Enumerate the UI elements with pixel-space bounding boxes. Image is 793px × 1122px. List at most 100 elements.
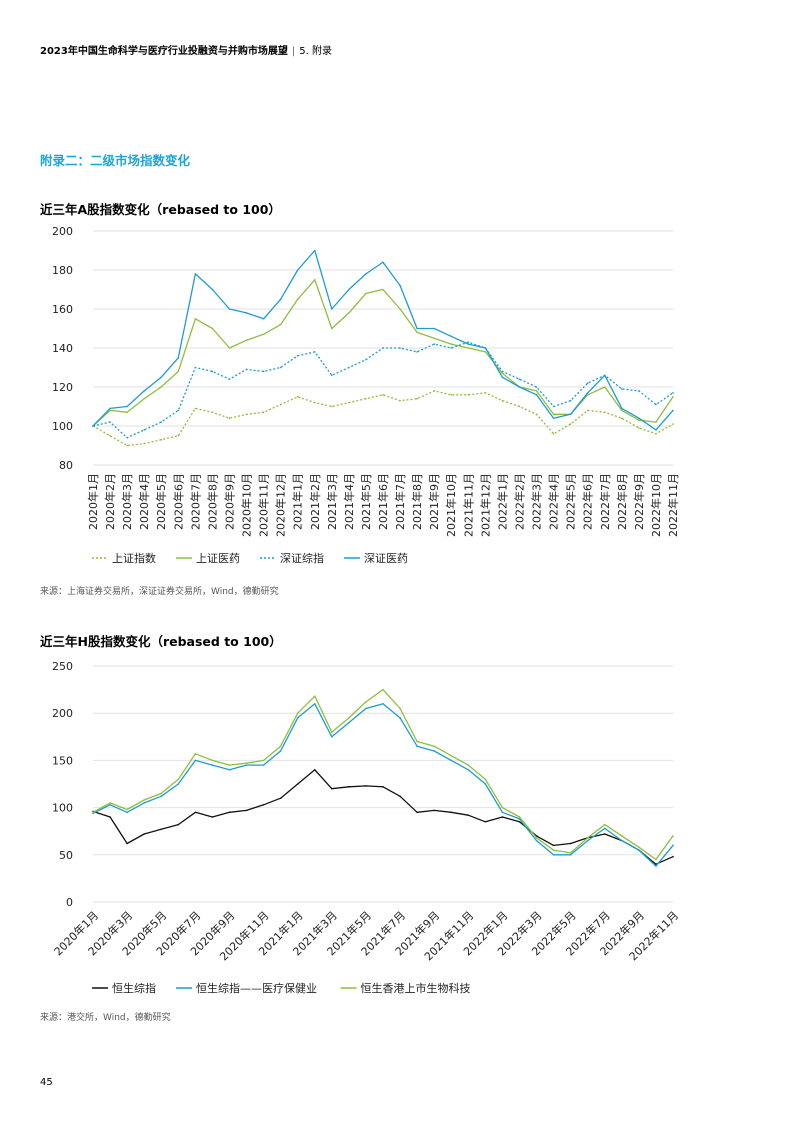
data-point-深证综指 xyxy=(655,403,657,406)
data-point-上证医药 xyxy=(501,372,504,375)
data-point-恒生香港上市生物科技 xyxy=(501,806,504,809)
data-point-恒生综指-医疗保健业 xyxy=(228,769,231,771)
data-point-恒生香港上市生物科技 xyxy=(126,808,128,811)
h-share-source-note: 来源：港交所，Wind，德勤研究 xyxy=(40,1013,171,1023)
data-point-深证综指 xyxy=(621,388,623,390)
data-point-恒生综指-医疗保健业 xyxy=(586,839,589,842)
data-point-上证医药 xyxy=(211,327,214,330)
data-point-深证综指 xyxy=(416,351,418,353)
data-point-恒生香港上市生物科技 xyxy=(433,745,435,748)
data-point-上证指数 xyxy=(313,401,316,404)
data-point-上证指数 xyxy=(586,409,589,412)
data-point-恒生综指 xyxy=(672,855,674,858)
data-point-深证医药 xyxy=(603,374,606,377)
data-point-恒生综指 xyxy=(603,833,606,835)
data-point-上证医药 xyxy=(331,327,333,330)
data-point-深证综指 xyxy=(262,370,265,373)
data-point-恒生香港上市生物科技 xyxy=(331,731,333,733)
data-point-恒生香港上市生物科技 xyxy=(143,799,145,801)
x-tick-label: 2022年10月 xyxy=(649,473,663,537)
data-point-深证综指 xyxy=(450,347,453,349)
data-point-上证医药 xyxy=(450,343,453,345)
data-point-上证医药 xyxy=(467,347,470,349)
data-point-恒生综指 xyxy=(399,795,401,798)
data-point-深证综指 xyxy=(109,421,111,423)
data-point-恒生综指 xyxy=(484,820,487,823)
h-share-index-chart: 0501001502002502020年1月2020年3月2020年5月2020… xyxy=(51,660,681,995)
data-point-上证医药 xyxy=(484,351,487,353)
data-point-恒生综指 xyxy=(467,814,470,816)
data-point-上证医药 xyxy=(109,409,111,412)
data-point-恒生综指-医疗保健业 xyxy=(160,795,163,798)
data-point-上证医药 xyxy=(433,337,435,340)
data-point-深证医药 xyxy=(365,273,367,275)
data-point-深证医药 xyxy=(262,317,265,320)
x-tick-label: 2022年6月 xyxy=(581,473,595,530)
data-point-深证综指 xyxy=(399,347,401,349)
x-tick-label: 2022年4月 xyxy=(547,473,561,530)
data-point-恒生综指-医疗保健业 xyxy=(638,849,640,851)
data-point-恒生香港上市生物科技 xyxy=(194,752,197,755)
data-point-深证医药 xyxy=(552,417,555,419)
report-title: 2023年中国生命科学与医疗行业投融资与并购市场展望 xyxy=(40,46,288,57)
data-point-上证指数 xyxy=(331,405,333,408)
a-share-chart-title: 近三年A股指数变化（rebased to 100） xyxy=(40,202,281,217)
data-point-恒生香港上市生物科技 xyxy=(245,762,248,765)
data-point-恒生综指 xyxy=(331,787,333,790)
a-share-source-note: 来源：上海证券交易所，深证证券交易所，Wind，德勤研究 xyxy=(40,587,279,597)
legend-label-深证医药: 深证医药 xyxy=(364,552,408,565)
data-point-深证医药 xyxy=(501,376,504,379)
data-point-深证医药 xyxy=(92,425,94,427)
data-point-恒生综指-医疗保健业 xyxy=(416,745,418,748)
data-point-深证医药 xyxy=(672,409,674,412)
data-point-深证医药 xyxy=(484,347,487,349)
data-point-深证医药 xyxy=(348,288,350,291)
data-point-上证指数 xyxy=(433,390,435,392)
data-point-上证指数 xyxy=(228,417,231,419)
data-point-上证医药 xyxy=(126,411,128,414)
data-point-恒生综指 xyxy=(160,828,163,831)
data-point-深证综指 xyxy=(296,355,299,357)
data-point-恒生综指-医疗保健业 xyxy=(433,750,435,752)
data-point-深证医药 xyxy=(109,407,111,410)
data-point-恒生香港上市生物科技 xyxy=(262,759,265,762)
x-tick-label: 2020年5月 xyxy=(154,473,168,530)
h-share-chart-title: 近三年H股指数变化（rebased to 100） xyxy=(40,634,282,649)
data-point-恒生综指 xyxy=(348,786,350,788)
data-point-深证综指 xyxy=(348,366,350,369)
data-point-恒生综指-医疗保健业 xyxy=(126,811,128,814)
data-point-深证医药 xyxy=(638,417,640,419)
data-point-深证医药 xyxy=(433,327,435,330)
data-point-恒生综指 xyxy=(365,785,367,787)
data-point-深证综指 xyxy=(245,368,248,371)
data-point-深证综指 xyxy=(518,378,521,380)
data-point-深证医药 xyxy=(450,335,453,338)
data-point-上证指数 xyxy=(672,423,674,425)
x-tick-label: 2020年4月 xyxy=(137,473,151,530)
data-point-上证指数 xyxy=(569,423,572,425)
data-point-恒生综指-医疗保健业 xyxy=(331,736,333,738)
data-point-上证医药 xyxy=(160,386,163,388)
data-point-恒生综指-医疗保健业 xyxy=(603,827,606,830)
data-point-上证指数 xyxy=(211,411,214,414)
data-point-上证指数 xyxy=(382,394,384,396)
data-point-上证指数 xyxy=(450,394,453,396)
data-point-上证指数 xyxy=(399,399,401,402)
data-point-上证医药 xyxy=(672,395,674,398)
data-point-恒生综指 xyxy=(245,809,248,812)
data-point-深证医药 xyxy=(211,288,214,291)
data-point-恒生综指-医疗保健业 xyxy=(399,717,401,719)
data-point-恒生香港上市生物科技 xyxy=(109,802,111,804)
data-point-恒生香港上市生物科技 xyxy=(467,764,470,766)
section-label: 5. 附录 xyxy=(299,46,332,57)
series-line-上证医药 xyxy=(92,279,674,427)
data-point-深证医药 xyxy=(331,308,333,310)
data-point-上证指数 xyxy=(245,413,248,416)
legend-label-深证综指: 深证综指 xyxy=(280,551,324,565)
data-point-上证医药 xyxy=(416,331,418,334)
data-point-上证指数 xyxy=(638,427,640,429)
data-point-上证指数 xyxy=(484,392,487,394)
data-point-恒生综指 xyxy=(279,797,282,799)
running-header: 2023年中国生命科学与医疗行业投融资与并购市场展望 | 5. 附录 xyxy=(40,42,332,57)
data-point-上证医药 xyxy=(143,397,145,400)
